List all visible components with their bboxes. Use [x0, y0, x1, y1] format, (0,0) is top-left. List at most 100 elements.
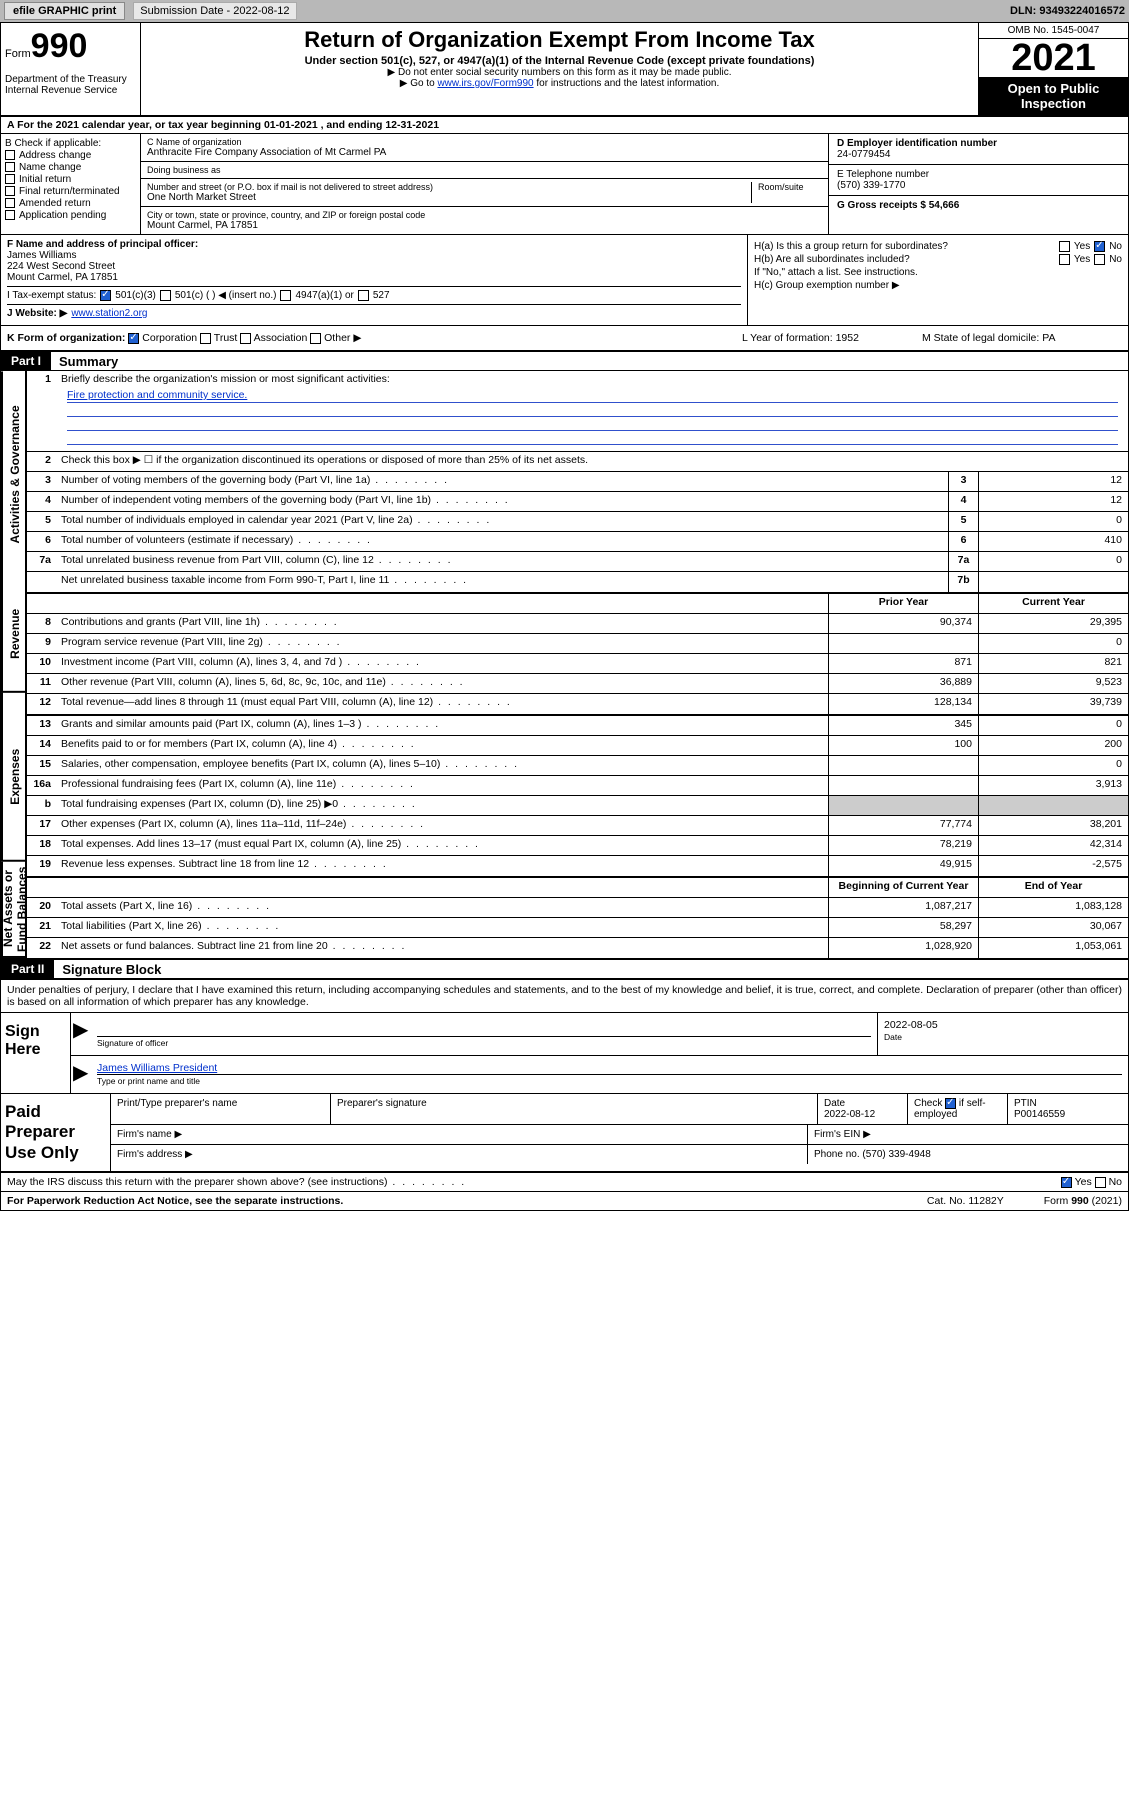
opt-501c: 501(c) ( ) ◀ (insert no.)	[175, 290, 277, 301]
part2-header: Part II Signature Block	[1, 960, 1128, 979]
website-val: www.station2.org	[71, 308, 147, 319]
form-header: Form 990 Department of the Treasury Inte…	[1, 23, 1128, 117]
yes-label: Yes	[1074, 241, 1090, 252]
line-val: 12	[978, 492, 1128, 511]
hdr-prior: Prior Year	[828, 594, 978, 613]
paperwork-notice: For Paperwork Reduction Act Notice, see …	[7, 1195, 887, 1207]
line-num: 6	[27, 532, 57, 551]
irs-link[interactable]: www.irs.gov/Form990	[437, 78, 533, 89]
note2-a: ▶ Go to	[400, 78, 438, 89]
ha-no[interactable]	[1094, 241, 1105, 252]
checkbox-final-return-terminated[interactable]	[5, 186, 15, 196]
net-row-22: 22Net assets or fund balances. Subtract …	[27, 938, 1128, 958]
ein-value: 24-0779454	[837, 149, 890, 160]
line-desc: Total number of volunteers (estimate if …	[57, 532, 948, 551]
checkbox-amended-return[interactable]	[5, 198, 15, 208]
governance-section: 1 Briefly describe the organization's mi…	[27, 371, 1128, 594]
fm-right: H(a) Is this a group return for subordin…	[748, 235, 1128, 325]
yes-label2: Yes	[1074, 254, 1090, 265]
prior-val: 128,134	[828, 694, 978, 714]
line-num: 7a	[27, 552, 57, 571]
j-label: J Website: ▶	[7, 308, 67, 319]
self-employed-check[interactable]	[945, 1098, 956, 1109]
hdr-eoy: End of Year	[978, 878, 1128, 897]
k-corp[interactable]	[128, 333, 139, 344]
line-desc: Grants and similar amounts paid (Part IX…	[57, 716, 828, 735]
f-label: F Name and address of principal officer:	[7, 239, 198, 250]
entity-block: B Check if applicable: Address changeNam…	[1, 134, 1128, 235]
e-label: E Telephone number	[837, 169, 929, 180]
checkbox-application-pending[interactable]	[5, 210, 15, 220]
no-label: No	[1109, 241, 1122, 252]
opt-501c3: 501(c)(3)	[115, 290, 156, 301]
hb-no[interactable]	[1094, 254, 1105, 265]
checkbox-527[interactable]	[358, 290, 369, 301]
hc-label: H(c) Group exemption number ▶	[754, 280, 900, 291]
k-label: K Form of organization:	[7, 332, 125, 344]
line-desc: Number of independent voting members of …	[57, 492, 948, 511]
current-val: 38,201	[978, 816, 1128, 835]
k-opt-trust: Trust	[214, 332, 238, 344]
line-desc: Total unrelated business revenue from Pa…	[57, 552, 948, 571]
i-label: I Tax-exempt status:	[7, 290, 96, 301]
rev-row-8: 8Contributions and grants (Part VIII, li…	[27, 614, 1128, 634]
rev-row-11: 11Other revenue (Part VIII, column (A), …	[27, 674, 1128, 694]
check-label: Name change	[19, 162, 81, 173]
line-val	[978, 572, 1128, 592]
discuss-no[interactable]	[1095, 1177, 1106, 1188]
current-val: 42,314	[978, 836, 1128, 855]
prep-sig-hdr: Preparer's signature	[331, 1094, 818, 1124]
line-val: 0	[978, 552, 1128, 571]
ha-yes[interactable]	[1059, 241, 1070, 252]
prior-val: 1,028,920	[828, 938, 978, 958]
k-other[interactable]	[310, 333, 321, 344]
k-left: K Form of organization: Corporation Trus…	[7, 332, 742, 344]
dln-label: DLN: 93493224016572	[1010, 5, 1125, 17]
prior-val	[828, 756, 978, 775]
opt-4947: 4947(a)(1) or	[295, 290, 353, 301]
prior-val: 36,889	[828, 674, 978, 693]
checkbox-name-change[interactable]	[5, 162, 15, 172]
discuss-yes-label: Yes	[1075, 1176, 1092, 1188]
officer-name-title[interactable]: James Williams President	[97, 1062, 217, 1074]
current-val: 1,083,128	[978, 898, 1128, 917]
side-revenue: Revenue	[1, 577, 27, 693]
checkbox-501c[interactable]	[160, 290, 171, 301]
line-num: 22	[27, 938, 57, 958]
discuss-yes[interactable]	[1061, 1177, 1072, 1188]
k-opt-corp: Corporation	[142, 332, 197, 344]
website-link[interactable]: www.station2.org	[71, 308, 147, 319]
checkbox-initial-return[interactable]	[5, 174, 15, 184]
exp-row-15: 15Salaries, other compensation, employee…	[27, 756, 1128, 776]
exp-row-16a: 16aProfessional fundraising fees (Part I…	[27, 776, 1128, 796]
checkbox-501c3[interactable]	[100, 290, 111, 301]
m-state: M State of legal domicile: PA	[922, 332, 1122, 344]
form-note-link: ▶ Go to www.irs.gov/Form990 for instruct…	[149, 78, 970, 89]
q2-text: Check this box ▶ ☐ if the organization d…	[57, 452, 1128, 471]
k-opt-other: Other ▶	[324, 332, 361, 344]
line-desc: Number of voting members of the governin…	[57, 472, 948, 491]
checkbox-address-change[interactable]	[5, 150, 15, 160]
net-row-20: 20Total assets (Part X, line 16)1,087,21…	[27, 898, 1128, 918]
b-label: B Check if applicable:	[5, 138, 136, 149]
hb-yes[interactable]	[1059, 254, 1070, 265]
signature-block: Under penalties of perjury, I declare th…	[1, 979, 1128, 1192]
line-num: 19	[27, 856, 57, 876]
checkbox-4947[interactable]	[280, 290, 291, 301]
k-assoc[interactable]	[240, 333, 251, 344]
c-label: C Name of organization	[147, 137, 822, 147]
check-label: Final return/terminated	[19, 186, 120, 197]
k-trust[interactable]	[200, 333, 211, 344]
check-label: Amended return	[19, 198, 91, 209]
hdr-boy: Beginning of Current Year	[828, 878, 978, 897]
prior-val	[828, 776, 978, 795]
line-desc: Other revenue (Part VIII, column (A), li…	[57, 674, 828, 693]
efile-print-button[interactable]: efile GRAPHIC print	[4, 2, 125, 20]
line-num: 5	[27, 512, 57, 531]
firm-phone: Phone no. (570) 339-4948	[808, 1145, 1128, 1164]
mission-text[interactable]: Fire protection and community service.	[67, 389, 247, 401]
officer-name: James Williams	[7, 250, 741, 261]
addr-label: Number and street (or P.O. box if mail i…	[147, 182, 745, 192]
rev-row-10: 10Investment income (Part VIII, column (…	[27, 654, 1128, 674]
phone-value: (570) 339-1770	[837, 180, 905, 191]
